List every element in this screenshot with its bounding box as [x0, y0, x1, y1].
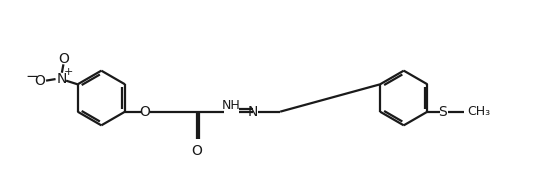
Text: NH: NH: [222, 99, 241, 112]
Text: O: O: [34, 74, 45, 88]
Text: CH₃: CH₃: [467, 105, 490, 118]
Text: −: −: [25, 69, 38, 84]
Text: N: N: [57, 72, 67, 86]
Text: O: O: [58, 52, 69, 66]
Text: O: O: [191, 144, 202, 158]
Text: N: N: [248, 105, 258, 119]
Text: S: S: [438, 105, 446, 119]
Text: +: +: [64, 67, 73, 77]
Text: O: O: [139, 105, 151, 119]
